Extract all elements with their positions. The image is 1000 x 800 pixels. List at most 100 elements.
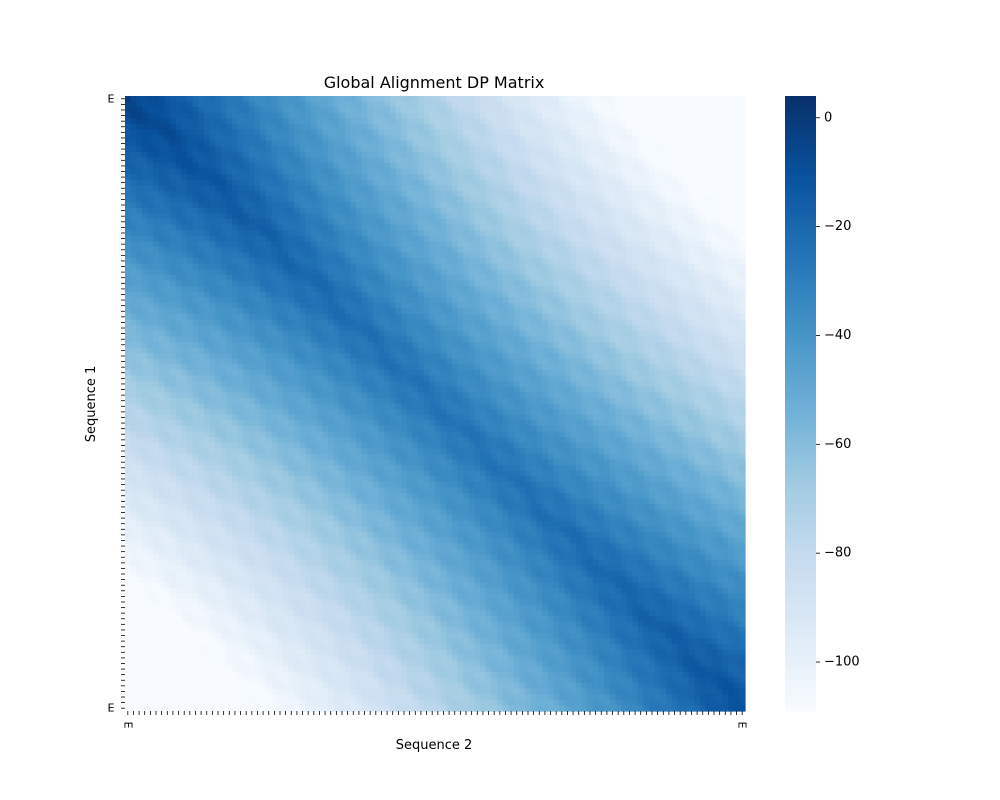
heatmap-cell <box>215 179 222 187</box>
heatmap-cell <box>333 101 340 108</box>
heatmap-cell <box>158 224 166 231</box>
heatmap-cell <box>530 157 538 164</box>
heatmap-cell <box>367 347 374 354</box>
heatmap-cell <box>457 224 464 231</box>
heatmap-cell <box>423 207 430 215</box>
heatmap-cell <box>282 151 290 159</box>
heatmap-cell <box>260 286 267 293</box>
heatmap-cell <box>485 252 492 259</box>
heatmap-cell <box>215 101 222 108</box>
heatmap-cell <box>327 213 335 220</box>
heatmap-cell <box>181 258 188 265</box>
heatmap-cell <box>232 274 239 282</box>
heatmap-cell <box>361 140 368 147</box>
heatmap-cell <box>542 258 549 265</box>
heatmap-cell <box>463 163 470 170</box>
heatmap-cell <box>609 196 616 203</box>
heatmap-cell <box>592 230 600 237</box>
heatmap-cell <box>220 168 228 175</box>
heatmap-cell <box>294 325 301 332</box>
heatmap-cell <box>547 219 554 226</box>
heatmap-cell <box>395 140 402 147</box>
heatmap-cell <box>209 230 216 237</box>
heatmap-cell <box>525 168 532 175</box>
heatmap-cell <box>525 325 532 332</box>
heatmap-cell <box>474 314 481 321</box>
heatmap-cell <box>164 168 171 175</box>
heatmap-cell <box>192 269 199 276</box>
heatmap-cell <box>254 330 261 338</box>
heatmap-cell <box>575 336 583 343</box>
heatmap-cell <box>553 241 560 248</box>
heatmap-cell <box>491 252 498 259</box>
heatmap-cell <box>423 308 430 315</box>
heatmap-cell <box>502 129 509 136</box>
heatmap-cell <box>401 101 408 108</box>
heatmap-cell <box>226 291 233 298</box>
heatmap-cell <box>575 330 583 338</box>
heatmap-cell <box>361 319 368 326</box>
heatmap-cell <box>226 219 233 226</box>
heatmap-cell <box>181 280 188 287</box>
heatmap-cell <box>356 107 363 114</box>
heatmap-cell <box>547 336 554 343</box>
heatmap-cell <box>446 96 453 103</box>
heatmap-cell <box>356 274 363 282</box>
heatmap-cell <box>564 297 571 304</box>
heatmap-cell <box>299 241 306 248</box>
heatmap-cell <box>694 258 701 265</box>
heatmap-cell <box>175 230 182 237</box>
heatmap-cell <box>480 336 487 343</box>
heatmap-cell <box>446 230 453 237</box>
heatmap-cell <box>609 151 616 159</box>
heatmap-cell <box>440 297 447 304</box>
heatmap-cell <box>485 336 492 343</box>
heatmap-cell <box>350 241 357 248</box>
heatmap-cell <box>344 330 352 338</box>
heatmap-cell <box>649 207 656 215</box>
heatmap-cell <box>564 101 571 108</box>
heatmap-cell <box>468 286 476 293</box>
heatmap-cell <box>378 174 385 181</box>
heatmap-cell <box>677 258 684 265</box>
heatmap-cell <box>621 123 628 131</box>
heatmap-cell <box>271 207 278 215</box>
heatmap-cell <box>660 96 667 103</box>
heatmap-cell <box>412 274 419 282</box>
heatmap-cell <box>711 280 718 287</box>
heatmap-cell <box>468 319 476 326</box>
heatmap-cell <box>153 325 160 332</box>
heatmap-cell <box>660 163 667 170</box>
heatmap-cell <box>598 191 605 198</box>
heatmap-cell <box>694 213 701 220</box>
heatmap-cell <box>575 280 583 287</box>
heatmap-cell <box>339 336 346 343</box>
heatmap-cell <box>243 297 250 304</box>
heatmap-cell <box>474 185 481 192</box>
heatmap-cell <box>716 230 724 237</box>
heatmap-cell <box>344 291 352 298</box>
heatmap-cell <box>339 342 346 349</box>
heatmap-cell <box>198 263 205 270</box>
heatmap-cell <box>130 319 137 326</box>
heatmap-cell <box>739 230 746 237</box>
heatmap-cell <box>412 230 419 237</box>
heatmap-cell <box>508 112 515 119</box>
heatmap-cell <box>609 286 616 293</box>
heatmap-cell <box>389 185 397 192</box>
heatmap-cell <box>254 302 261 310</box>
heatmap-cell <box>220 252 228 259</box>
heatmap-cell <box>525 224 532 231</box>
heatmap-cell <box>215 123 222 131</box>
heatmap-cell <box>198 274 205 282</box>
heatmap-cell <box>677 269 684 276</box>
heatmap-cell <box>226 207 233 215</box>
heatmap-cell <box>716 258 724 265</box>
heatmap-cell <box>666 336 673 343</box>
heatmap-cell <box>373 202 380 209</box>
heatmap-cell <box>401 319 408 326</box>
heatmap-cell <box>564 280 571 287</box>
heatmap-cell <box>677 274 684 282</box>
heatmap-cell <box>164 325 171 332</box>
heatmap-cell <box>575 286 583 293</box>
